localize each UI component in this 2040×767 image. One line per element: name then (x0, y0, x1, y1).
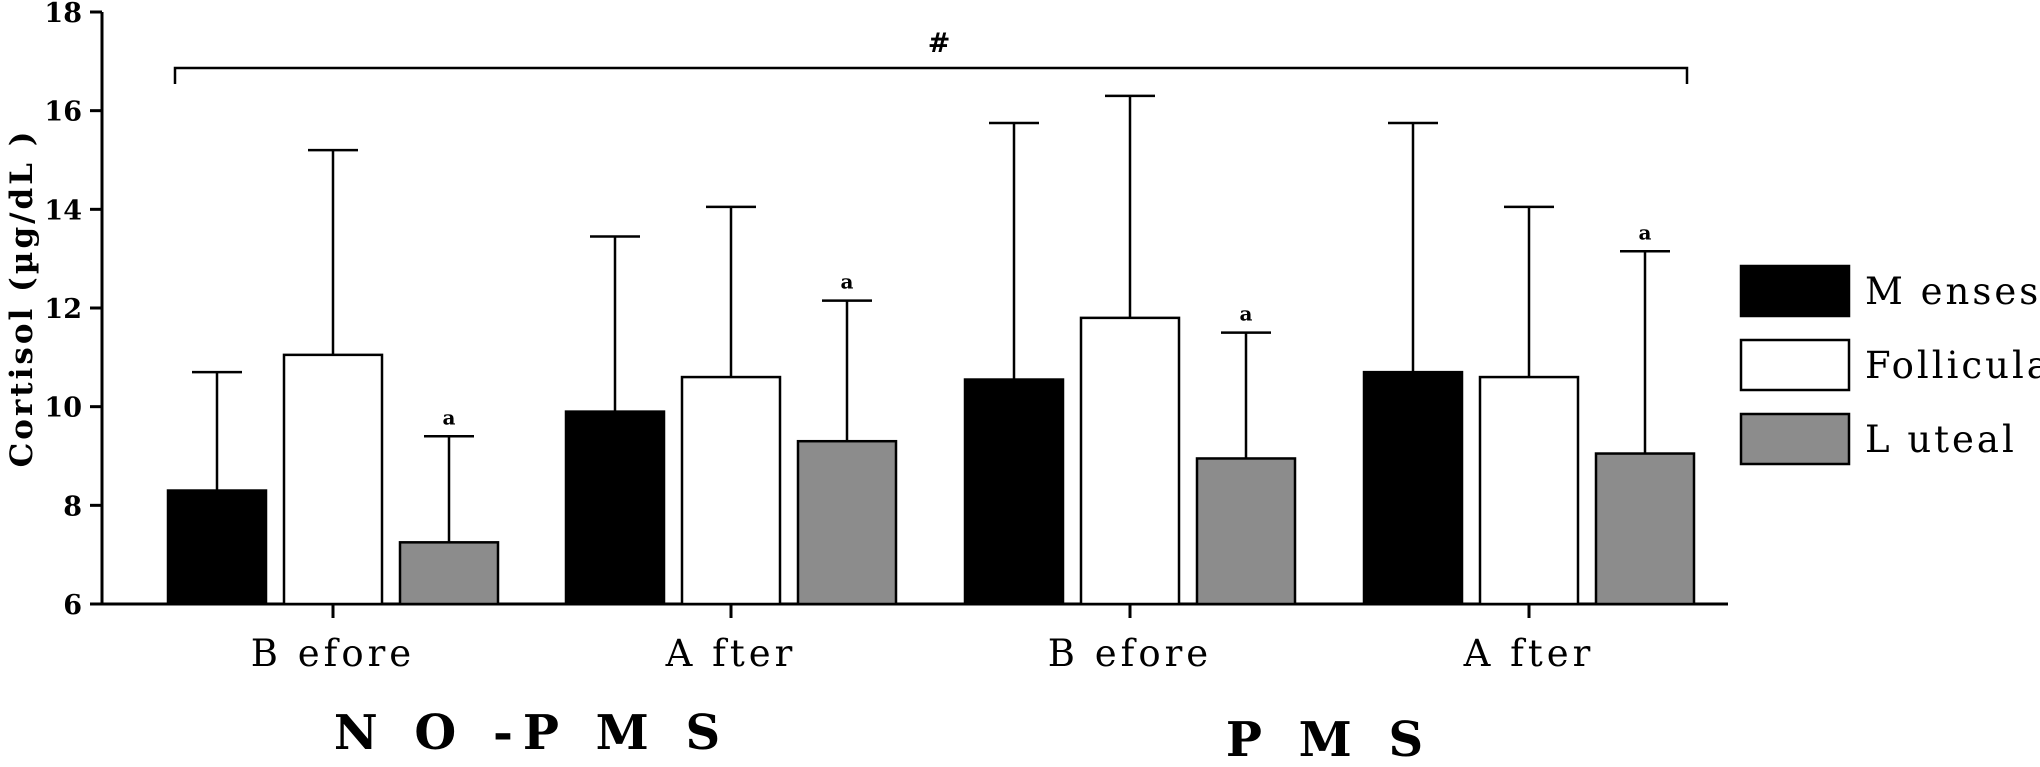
bar-menses-2 (963, 378, 1065, 606)
legend: M enses Follicular L uteal (1739, 264, 2040, 466)
category-label: B efore (1048, 632, 1212, 675)
bar-menses-0 (166, 489, 268, 606)
legend-label-follicular: Follicular (1865, 344, 2040, 387)
bar-luteal-0 (398, 541, 500, 606)
category-label: A fter (665, 632, 797, 675)
y-tick-label: 12 (44, 294, 82, 325)
legend-label-luteal: L uteal (1865, 418, 2017, 461)
bar-follicular-3 (1478, 375, 1580, 606)
y-tick-label: 8 (63, 491, 82, 522)
error-bars (192, 94, 1670, 543)
category-labels: B efore A fter B efore A fter N O -P M S P M … (251, 632, 1595, 767)
significance-letter: a (443, 405, 456, 429)
legend-swatch-luteal (1739, 412, 1851, 466)
bar-follicular-2 (1079, 316, 1181, 606)
group-label-pms: P M S (1226, 712, 1433, 767)
significance-letter: a (1639, 220, 1652, 244)
group-label-no-pms: N O -P M S (334, 705, 730, 761)
bar-luteal-2 (1195, 457, 1297, 606)
y-axis-label: Cortisol (µg/dL ) (4, 129, 40, 468)
y-tick-label: 18 (44, 0, 82, 29)
significance-bracket (173, 66, 1689, 84)
y-tick-label: 14 (44, 195, 82, 226)
bar-menses-1 (564, 410, 666, 606)
legend-label-menses: M enses (1865, 270, 2040, 313)
bar-follicular-1 (680, 375, 782, 606)
category-label: B efore (251, 632, 415, 675)
bars (166, 316, 1696, 606)
y-tick-label: 10 (44, 393, 82, 424)
significance-symbol: # (928, 28, 951, 59)
bar-luteal-3 (1594, 452, 1696, 606)
bar-luteal-1 (796, 439, 898, 606)
significance-letter: a (841, 270, 854, 294)
legend-swatch-follicular (1739, 338, 1851, 392)
y-tick-label: 6 (63, 590, 82, 621)
category-label: A fter (1463, 632, 1595, 675)
annotations: a a a a # (173, 28, 1689, 429)
significance-letter: a (1240, 302, 1253, 326)
y-tick-label: 16 (44, 97, 82, 128)
legend-swatch-menses (1739, 264, 1851, 318)
bar-menses-3 (1362, 370, 1464, 606)
bar-follicular-0 (282, 353, 384, 606)
